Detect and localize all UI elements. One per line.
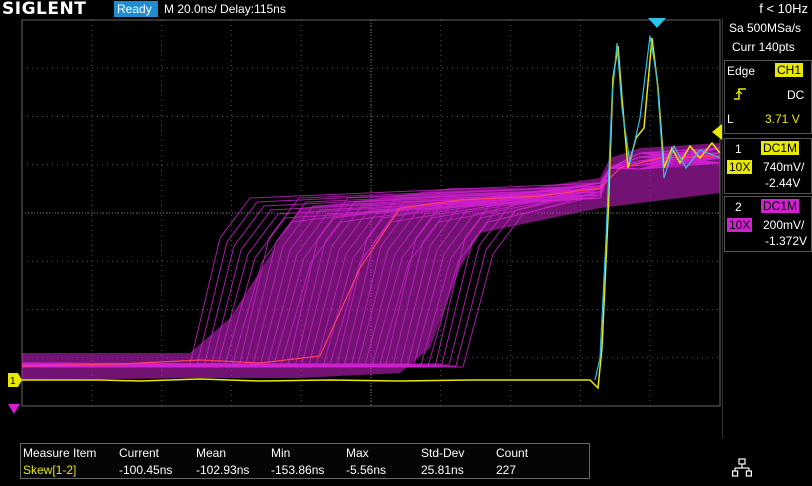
measurement-table[interactable]: Measure Item Current Mean Min Max Std-De… (20, 443, 590, 479)
top-status-bar: SIGLENT Ready M 20.0ns/ Delay:115ns f < … (0, 0, 812, 18)
ch1-coupling-badge[interactable]: DC1M (761, 141, 799, 155)
ch1-scale: 740mV/ (763, 160, 804, 174)
measure-header-mean: Mean (196, 446, 226, 460)
trigger-source-badge[interactable]: CH1 (775, 63, 803, 77)
ch2-panel[interactable]: 2 DC1M 10X 200mV/ -1.372V (724, 196, 812, 252)
trigger-level: 3.71 V (765, 112, 800, 126)
waveform-display[interactable]: 1 (0, 18, 722, 438)
measure-count: 227 (496, 463, 516, 477)
ch1-marker-label: 1 (10, 376, 16, 387)
measure-header-min: Min (271, 446, 290, 460)
frequency-counter: f < 10Hz (759, 0, 808, 17)
measure-min: -153.86ns (271, 463, 324, 477)
math-trace (595, 36, 720, 380)
ch1-number: 1 (735, 142, 742, 156)
measure-stddev: 25.81ns (421, 463, 464, 477)
trigger-position-marker[interactable] (648, 18, 666, 28)
ch2-probe-badge[interactable]: 10X (727, 218, 752, 232)
trigger-panel[interactable]: Edge CH1 DC L 3.71 V (724, 60, 812, 134)
measure-header-stddev: Std-Dev (421, 446, 464, 460)
measure-current: -100.45ns (119, 463, 172, 477)
measure-item-name: Skew[1-2] (23, 463, 76, 477)
ch1-probe-badge[interactable]: 10X (727, 160, 752, 174)
measure-max: -5.56ns (346, 463, 386, 477)
timebase-readout[interactable]: M 20.0ns/ Delay:115ns (164, 1, 286, 17)
rising-edge-icon (733, 87, 747, 101)
ch1-offset: -2.44V (765, 176, 800, 190)
measure-mean: -102.93ns (196, 463, 249, 477)
ch2-offset: -1.372V (765, 234, 807, 248)
ch2-ground-marker[interactable] (8, 404, 20, 414)
sample-rate: Sa 500MSa/s (729, 21, 801, 35)
measure-header-item: Measure Item (23, 446, 96, 460)
trigger-level-marker[interactable] (712, 124, 722, 140)
measure-header-count: Count (496, 446, 528, 460)
run-status-badge[interactable]: Ready (114, 1, 158, 17)
ch1-panel[interactable]: 1 DC1M 10X 740mV/ -2.44V (724, 138, 812, 194)
trigger-type: Edge (727, 64, 755, 78)
ch2-persistence-traces (22, 143, 720, 380)
trigger-level-prefix: L (727, 112, 734, 126)
measure-header-max: Max (346, 446, 369, 460)
network-icon[interactable] (732, 458, 752, 478)
ch1-ground-marker[interactable]: 1 (8, 373, 22, 387)
trigger-coupling: DC (787, 88, 804, 102)
measure-header-current: Current (119, 446, 159, 460)
side-panel: Sa 500MSa/s Curr 140pts Edge CH1 DC L 3.… (722, 18, 812, 438)
ch2-scale: 200mV/ (763, 218, 804, 232)
memory-depth: Curr 140pts (732, 40, 795, 54)
ch2-number: 2 (735, 200, 742, 214)
brand-logo: SIGLENT (2, 0, 86, 19)
ch2-coupling-badge[interactable]: DC1M (761, 199, 799, 213)
